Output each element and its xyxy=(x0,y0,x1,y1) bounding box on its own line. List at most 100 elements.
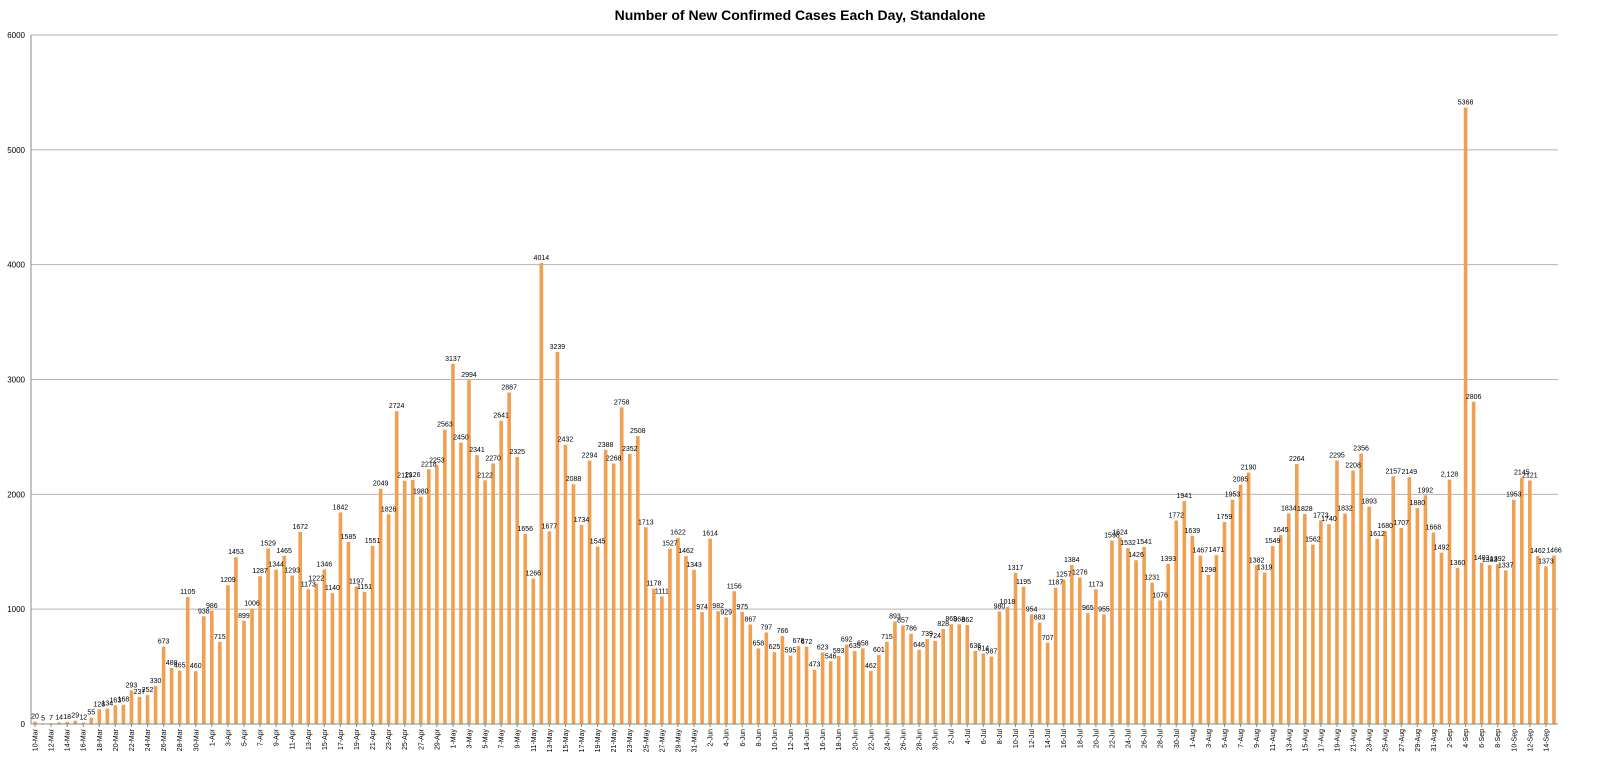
data-label: 2432 xyxy=(558,437,574,444)
x-tick-label: 12-Mar xyxy=(49,728,56,751)
data-label: 786 xyxy=(905,626,917,633)
bar xyxy=(218,641,222,724)
x-tick-label: 4-Jun xyxy=(724,729,731,747)
bar xyxy=(81,722,86,724)
data-label: 14 xyxy=(55,714,63,721)
x-tick-label: 13-Aug xyxy=(1286,729,1293,752)
data-label: 462 xyxy=(865,663,877,670)
bar xyxy=(668,548,672,724)
bar xyxy=(418,496,423,724)
bar xyxy=(627,453,632,724)
data-label: 593 xyxy=(833,648,845,655)
x-tick-label: 26-Jul xyxy=(1142,729,1149,749)
x-tick-label: 31-Aug xyxy=(1431,729,1438,752)
data-label: 625 xyxy=(769,644,781,651)
data-label: 857 xyxy=(897,618,909,625)
bar xyxy=(1102,614,1106,724)
bar xyxy=(507,392,512,724)
bar xyxy=(1134,560,1138,724)
x-tick-label: 1-May xyxy=(450,729,457,749)
bar xyxy=(1351,470,1355,724)
bar xyxy=(684,556,688,724)
bar xyxy=(820,652,825,724)
bar xyxy=(73,720,78,724)
bar xyxy=(346,541,351,724)
data-label: 2325 xyxy=(509,449,525,456)
data-label: 2119 xyxy=(397,473,412,480)
x-tick-label: 23-May xyxy=(627,729,634,753)
bar xyxy=(177,670,182,724)
x-tick-label: 3-Aug xyxy=(1206,729,1213,748)
bar xyxy=(1150,582,1154,724)
bar xyxy=(161,646,166,724)
x-tick-label: 14-Jun xyxy=(804,729,811,751)
data-label: 252 xyxy=(142,687,154,694)
bar xyxy=(113,705,118,724)
data-label: 1195 xyxy=(1016,579,1031,586)
x-tick-label: 28-Mar xyxy=(177,728,184,751)
x-tick-label: 23-Aug xyxy=(1367,729,1374,752)
data-label: 1466 xyxy=(1546,548,1562,555)
bar xyxy=(1439,552,1444,724)
bar xyxy=(185,597,190,724)
bar xyxy=(1528,480,1532,724)
data-label: 134 xyxy=(102,701,114,708)
data-label: 3239 xyxy=(550,344,566,351)
x-tick-label: 23-Apr xyxy=(386,728,393,750)
y-tick-label: 3000 xyxy=(7,376,25,385)
data-label: 1453 xyxy=(228,549,244,556)
bar xyxy=(1262,572,1267,724)
data-label: 1173 xyxy=(1088,581,1103,588)
bar xyxy=(467,380,471,724)
data-label: 2508 xyxy=(630,428,646,435)
data-label: 1383 xyxy=(1482,557,1498,564)
data-label: 658 xyxy=(752,640,764,647)
bar xyxy=(1270,546,1275,724)
data-label: 1111 xyxy=(655,588,669,595)
bar xyxy=(250,608,254,724)
data-label: 2295 xyxy=(1329,452,1345,459)
data-label: 1392 xyxy=(1490,556,1506,563)
x-tick-label: 24-Jun xyxy=(884,729,891,751)
data-label: 2724 xyxy=(389,403,405,410)
x-tick-label: 20-Jul xyxy=(1093,729,1100,749)
x-tick-label: 12-Jul xyxy=(1029,729,1036,749)
bar xyxy=(57,722,61,724)
bar xyxy=(973,650,978,724)
x-tick-label: 16-Jun xyxy=(820,729,827,751)
data-label: 766 xyxy=(777,628,789,635)
bar xyxy=(129,690,134,724)
bar xyxy=(282,555,286,724)
bar xyxy=(531,578,536,724)
bar xyxy=(587,460,592,724)
bar xyxy=(1005,607,1010,724)
y-tick-label: 2000 xyxy=(7,490,25,499)
bar xyxy=(1214,555,1219,724)
axes xyxy=(30,35,1558,727)
bar xyxy=(330,593,335,724)
data-label: 1293 xyxy=(284,568,300,575)
x-tick-label: 22-Jul xyxy=(1109,729,1116,749)
data-label: 1317 xyxy=(1008,565,1024,572)
data-label: 1403 xyxy=(1474,555,1490,562)
bar xyxy=(901,625,905,724)
x-axis-tick-labels: 10-Mar 12-Mar 14-Mar 16-Mar 18-Mar 20-Mar 22-M… xyxy=(33,728,1551,752)
data-label: 29 xyxy=(71,713,79,720)
bar xyxy=(635,435,640,724)
bar xyxy=(796,646,801,724)
data-label: 2218 xyxy=(421,461,437,468)
bar xyxy=(1359,453,1363,724)
bar xyxy=(941,628,945,724)
data-label: 1222 xyxy=(309,576,325,583)
bar xyxy=(1447,479,1452,724)
bar xyxy=(1045,642,1050,724)
bar xyxy=(153,686,158,724)
x-tick-label: 5-Aug xyxy=(1222,729,1229,748)
data-label: 1893 xyxy=(1361,499,1377,506)
x-tick-label: 14-Sep xyxy=(1543,729,1550,752)
bar xyxy=(1053,587,1058,724)
data-label: 4014 xyxy=(534,255,550,262)
bar xyxy=(1286,513,1291,724)
